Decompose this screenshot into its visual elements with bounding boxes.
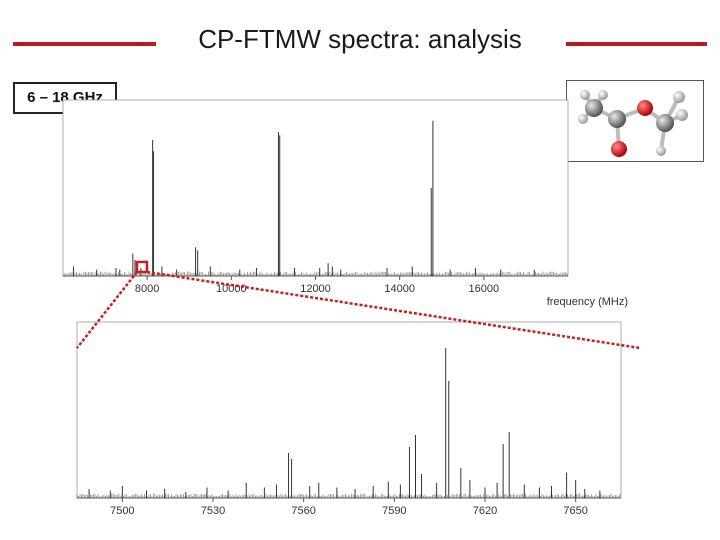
full-spectrum-frame [62, 99, 569, 277]
title-rule-right [566, 42, 707, 46]
page-title: CP-FTMW spectra: analysis [198, 24, 522, 54]
zoom-callout-line-left [76, 271, 138, 349]
title-rule-left [13, 42, 156, 46]
zoomed-spectrum-x-tick-label-5: 7650 [563, 505, 587, 517]
full-spectrum-x-tick-label-1: 10000 [216, 283, 247, 295]
zoom-region-marker [135, 260, 149, 274]
zoomed-spectrum-chart: 7500 7530 7560 7590 7620 7650 [76, 321, 622, 517]
full-spectrum-x-tick-label-2: 12000 [300, 283, 331, 295]
full-spectrum-x-tick-label-4: 16000 [469, 283, 500, 295]
zoomed-spectrum-frame [76, 321, 622, 499]
molecule-structure-icon [566, 80, 704, 162]
full-spectrum-x-tick-label-3: 14000 [384, 283, 415, 295]
zoomed-spectrum-x-tick-label-1: 7530 [201, 505, 225, 517]
x-axis-label: frequency (MHz) [547, 296, 628, 308]
full-spectrum-baseline-noise [62, 271, 568, 276]
zoomed-spectrum-x-tick-label-3: 7590 [382, 505, 406, 517]
zoomed-spectrum-x-tick-label-4: 7620 [473, 505, 497, 517]
full-spectrum-chart: frequency (MHz) 8000 10000 12000 14000 16000 [62, 99, 628, 308]
zoom-callout-line-right [146, 270, 641, 350]
full-spectrum-x-tick-label-0: 8000 [135, 283, 159, 295]
zoomed-spectrum-x-tick-label-0: 7500 [110, 505, 134, 517]
zoomed-spectrum-x-tick-label-2: 7560 [291, 505, 315, 517]
